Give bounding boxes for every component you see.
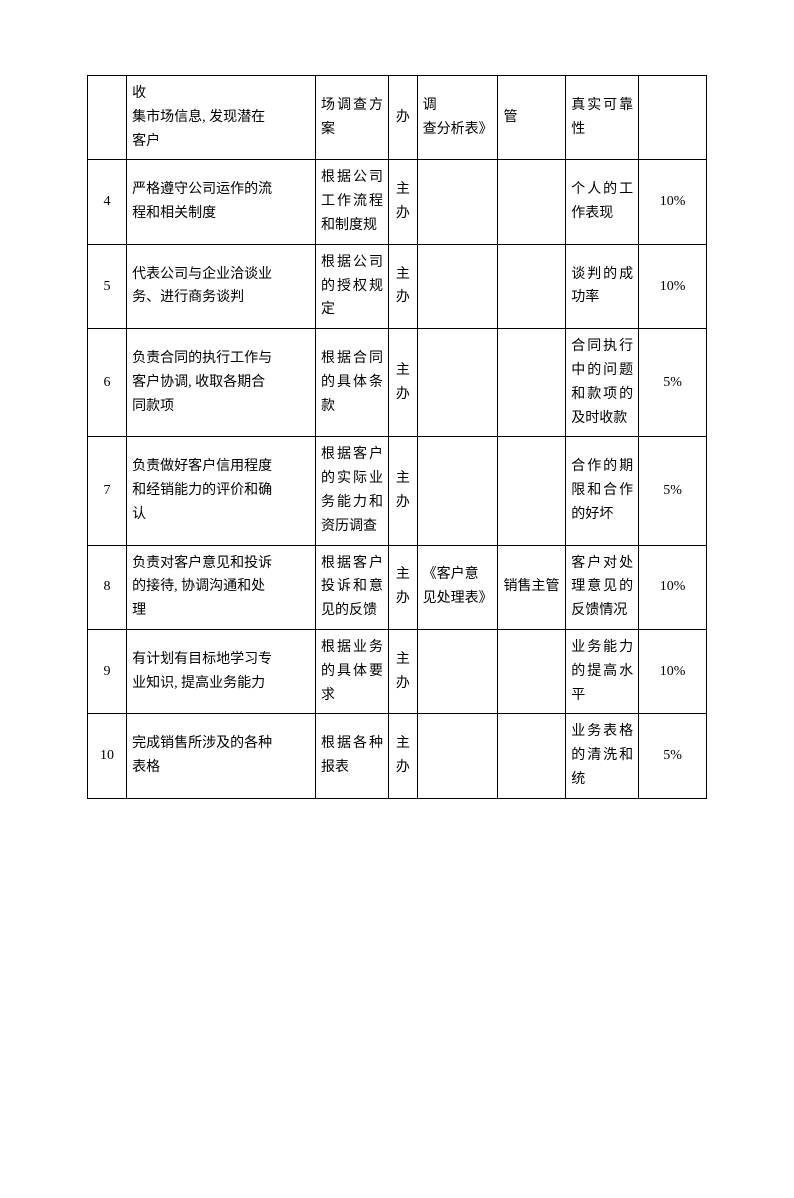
cell-basis: 根据客户投诉和意见的反馈 <box>316 545 389 629</box>
cell-number: 8 <box>88 545 127 629</box>
cell-percentage <box>639 76 707 160</box>
table-row: 7负责做好客户信用程度和经销能力的评价和确认根据客户的实际业务能力和资历调查主办… <box>88 437 707 545</box>
cell-number: 4 <box>88 160 127 244</box>
cell-role-primary: 主办 <box>389 244 418 328</box>
cell-evaluation: 谈判的成功率 <box>566 244 639 328</box>
table-body: 收集市场信息, 发现潜在客户场调查方案办调查分析表》管真实可靠性4严格遵守公司运… <box>88 76 707 799</box>
cell-document <box>417 714 498 798</box>
cell-number: 5 <box>88 244 127 328</box>
cell-basis: 根据公司工作流程和制度规 <box>316 160 389 244</box>
cell-role-secondary <box>498 244 566 328</box>
cell-percentage: 10% <box>639 160 707 244</box>
cell-percentage: 5% <box>639 437 707 545</box>
cell-basis: 根据业务的具体要求 <box>316 629 389 713</box>
table-row: 收集市场信息, 发现潜在客户场调查方案办调查分析表》管真实可靠性 <box>88 76 707 160</box>
cell-number: 7 <box>88 437 127 545</box>
cell-description: 负责做好客户信用程度和经销能力的评价和确认 <box>127 437 316 545</box>
cell-role-primary: 办 <box>389 76 418 160</box>
cell-number <box>88 76 127 160</box>
cell-evaluation: 业务表格的清洗和统 <box>566 714 639 798</box>
cell-number: 6 <box>88 329 127 437</box>
cell-role-primary: 主办 <box>389 329 418 437</box>
cell-role-secondary <box>498 329 566 437</box>
cell-percentage: 5% <box>639 329 707 437</box>
cell-document <box>417 629 498 713</box>
cell-description: 负责对客户意见和投诉的接待, 协调沟通和处理 <box>127 545 316 629</box>
cell-role-primary: 主办 <box>389 545 418 629</box>
cell-document: 调查分析表》 <box>417 76 498 160</box>
cell-evaluation: 合作的期限和合作的好坏 <box>566 437 639 545</box>
cell-evaluation: 真实可靠性 <box>566 76 639 160</box>
cell-description: 有计划有目标地学习专业知识, 提高业务能力 <box>127 629 316 713</box>
document-table-container: 收集市场信息, 发现潜在客户场调查方案办调查分析表》管真实可靠性4严格遵守公司运… <box>87 75 707 799</box>
cell-role-secondary <box>498 629 566 713</box>
cell-description: 负责合同的执行工作与客户协调, 收取各期合同款项 <box>127 329 316 437</box>
table-row: 9有计划有目标地学习专业知识, 提高业务能力根据业务的具体要求主办 业务能力的提高… <box>88 629 707 713</box>
cell-basis: 根据合同的具体条款 <box>316 329 389 437</box>
cell-percentage: 5% <box>639 714 707 798</box>
cell-evaluation: 客户对处理意见的反馈情况 <box>566 545 639 629</box>
cell-basis: 根据各种报表 <box>316 714 389 798</box>
cell-basis: 场调查方案 <box>316 76 389 160</box>
table-row: 6负责合同的执行工作与客户协调, 收取各期合同款项根据合同的具体条款主办 合同执行… <box>88 329 707 437</box>
cell-number: 9 <box>88 629 127 713</box>
table-row: 5代表公司与企业洽谈业务、进行商务谈判根据公司的授权规定主办 谈判的成功率10% <box>88 244 707 328</box>
cell-description: 严格遵守公司运作的流程和相关制度 <box>127 160 316 244</box>
cell-role-primary: 主办 <box>389 629 418 713</box>
cell-description: 完成销售所涉及的各种表格 <box>127 714 316 798</box>
cell-role-primary: 主办 <box>389 437 418 545</box>
cell-evaluation: 业务能力的提高水平 <box>566 629 639 713</box>
job-responsibilities-table: 收集市场信息, 发现潜在客户场调查方案办调查分析表》管真实可靠性4严格遵守公司运… <box>87 75 707 799</box>
cell-document: 《客户意见处理表》 <box>417 545 498 629</box>
cell-document <box>417 329 498 437</box>
cell-role-primary: 主办 <box>389 714 418 798</box>
table-row: 4严格遵守公司运作的流程和相关制度根据公司工作流程和制度规主办 个人的工作表现10… <box>88 160 707 244</box>
cell-evaluation: 个人的工作表现 <box>566 160 639 244</box>
cell-role-secondary: 管 <box>498 76 566 160</box>
cell-document <box>417 160 498 244</box>
cell-description: 收集市场信息, 发现潜在客户 <box>127 76 316 160</box>
cell-number: 10 <box>88 714 127 798</box>
cell-percentage: 10% <box>639 244 707 328</box>
cell-document <box>417 437 498 545</box>
cell-role-secondary <box>498 714 566 798</box>
cell-basis: 根据公司的授权规定 <box>316 244 389 328</box>
cell-evaluation: 合同执行中的问题和款项的及时收款 <box>566 329 639 437</box>
cell-description: 代表公司与企业洽谈业务、进行商务谈判 <box>127 244 316 328</box>
cell-document <box>417 244 498 328</box>
table-row: 8负责对客户意见和投诉的接待, 协调沟通和处理根据客户投诉和意见的反馈主办《客户… <box>88 545 707 629</box>
cell-basis: 根据客户的实际业务能力和资历调查 <box>316 437 389 545</box>
cell-role-secondary: 销售主管 <box>498 545 566 629</box>
cell-role-primary: 主办 <box>389 160 418 244</box>
cell-role-secondary <box>498 160 566 244</box>
cell-percentage: 10% <box>639 629 707 713</box>
cell-percentage: 10% <box>639 545 707 629</box>
cell-role-secondary <box>498 437 566 545</box>
table-row: 10完成销售所涉及的各种表格根据各种报表主办 业务表格的清洗和统5% <box>88 714 707 798</box>
